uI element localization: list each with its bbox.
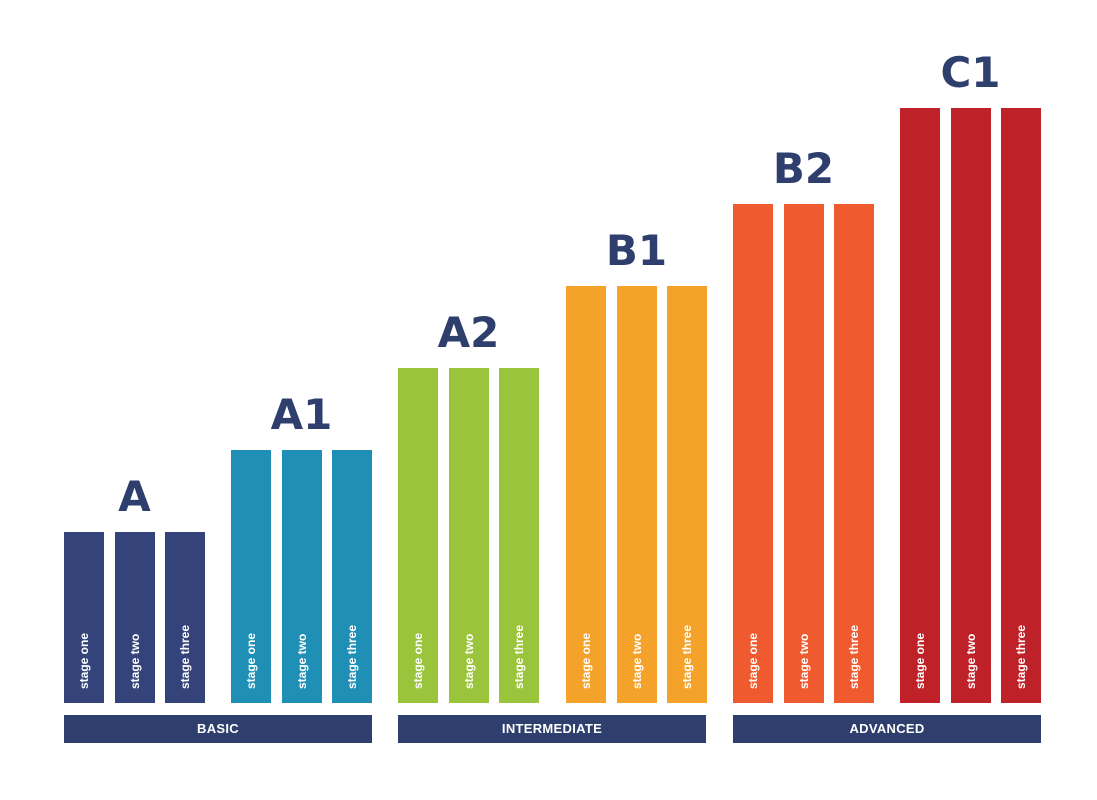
stage-label: stage one	[913, 632, 927, 689]
level-title-c1: C1	[940, 48, 1001, 97]
level-a2-stage-bar: stage two	[448, 368, 489, 703]
stage-label: stage three	[680, 624, 694, 689]
stage-label: stage three	[847, 624, 861, 689]
level-a2-stage-bar: stage one	[398, 368, 438, 703]
level-b1-stage-bar: stage two	[616, 286, 657, 703]
stage-label: stage one	[411, 632, 425, 689]
level-b2-stage-bar: stage three	[834, 204, 874, 703]
stage-label: stage two	[461, 633, 476, 689]
stage-label: stage two	[294, 633, 309, 689]
level-title-b1: B1	[605, 226, 668, 275]
stage-label: stage one	[579, 632, 593, 689]
stage-label: stage two	[796, 633, 811, 689]
stage-label: stage one	[77, 632, 91, 689]
stage-label: stage two	[963, 633, 978, 689]
level-a1-stage-bar: stage one	[231, 450, 271, 703]
stage-label: stage one	[244, 632, 258, 689]
stage-label: stage two	[629, 633, 644, 689]
level-b1-stage-bar: stage one	[566, 286, 606, 703]
stage-label: stage three	[345, 624, 359, 689]
group-band-basic: BASIC	[64, 715, 372, 743]
stage-label: stage one	[746, 632, 760, 689]
level-b2-stage-bar: stage one	[733, 204, 773, 703]
stage-label: stage three	[178, 624, 192, 689]
level-c1-stage-bar: stage three	[1001, 108, 1041, 703]
level-b2-stage-bar: stage two	[783, 204, 824, 703]
stage-label: stage two	[127, 633, 142, 689]
level-title-a1: A1	[270, 390, 333, 439]
group-band-advanced: ADVANCED	[733, 715, 1041, 743]
stage-label: stage three	[1014, 624, 1028, 689]
level-title-a: A	[118, 472, 151, 521]
group-band-intermediate: INTERMEDIATE	[398, 715, 706, 743]
level-a-stage-bar: stage three	[165, 532, 205, 703]
stage-label: stage three	[512, 624, 526, 689]
level-a1-stage-bar: stage three	[332, 450, 372, 703]
level-c1-stage-bar: stage one	[900, 108, 940, 703]
level-a-stage-bar: stage one	[64, 532, 104, 703]
level-a2-stage-bar: stage three	[499, 368, 539, 703]
level-a-stage-bar: stage two	[114, 532, 155, 703]
level-title-b2: B2	[772, 144, 835, 193]
level-b1-stage-bar: stage three	[667, 286, 707, 703]
level-a1-stage-bar: stage two	[281, 450, 322, 703]
level-c1-stage-bar: stage two	[950, 108, 991, 703]
level-title-a2: A2	[437, 308, 500, 357]
